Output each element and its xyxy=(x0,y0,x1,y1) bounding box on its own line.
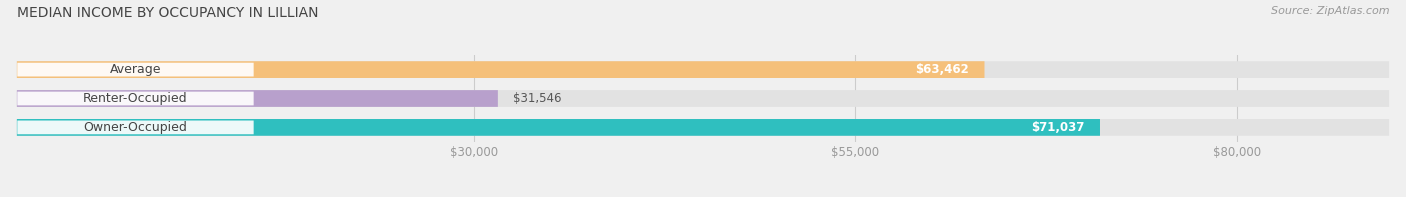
Text: $71,037: $71,037 xyxy=(1032,121,1085,134)
Text: Owner-Occupied: Owner-Occupied xyxy=(83,121,187,134)
FancyBboxPatch shape xyxy=(17,61,984,78)
Text: $63,462: $63,462 xyxy=(915,63,969,76)
FancyBboxPatch shape xyxy=(17,90,498,107)
FancyBboxPatch shape xyxy=(17,90,1389,107)
FancyBboxPatch shape xyxy=(17,63,253,76)
Text: Renter-Occupied: Renter-Occupied xyxy=(83,92,188,105)
Text: Source: ZipAtlas.com: Source: ZipAtlas.com xyxy=(1271,6,1389,16)
FancyBboxPatch shape xyxy=(17,121,253,134)
FancyBboxPatch shape xyxy=(17,119,1389,136)
FancyBboxPatch shape xyxy=(17,61,1389,78)
Text: $31,546: $31,546 xyxy=(513,92,561,105)
Text: Average: Average xyxy=(110,63,162,76)
FancyBboxPatch shape xyxy=(17,92,253,105)
FancyBboxPatch shape xyxy=(17,119,1099,136)
Text: MEDIAN INCOME BY OCCUPANCY IN LILLIAN: MEDIAN INCOME BY OCCUPANCY IN LILLIAN xyxy=(17,6,318,20)
